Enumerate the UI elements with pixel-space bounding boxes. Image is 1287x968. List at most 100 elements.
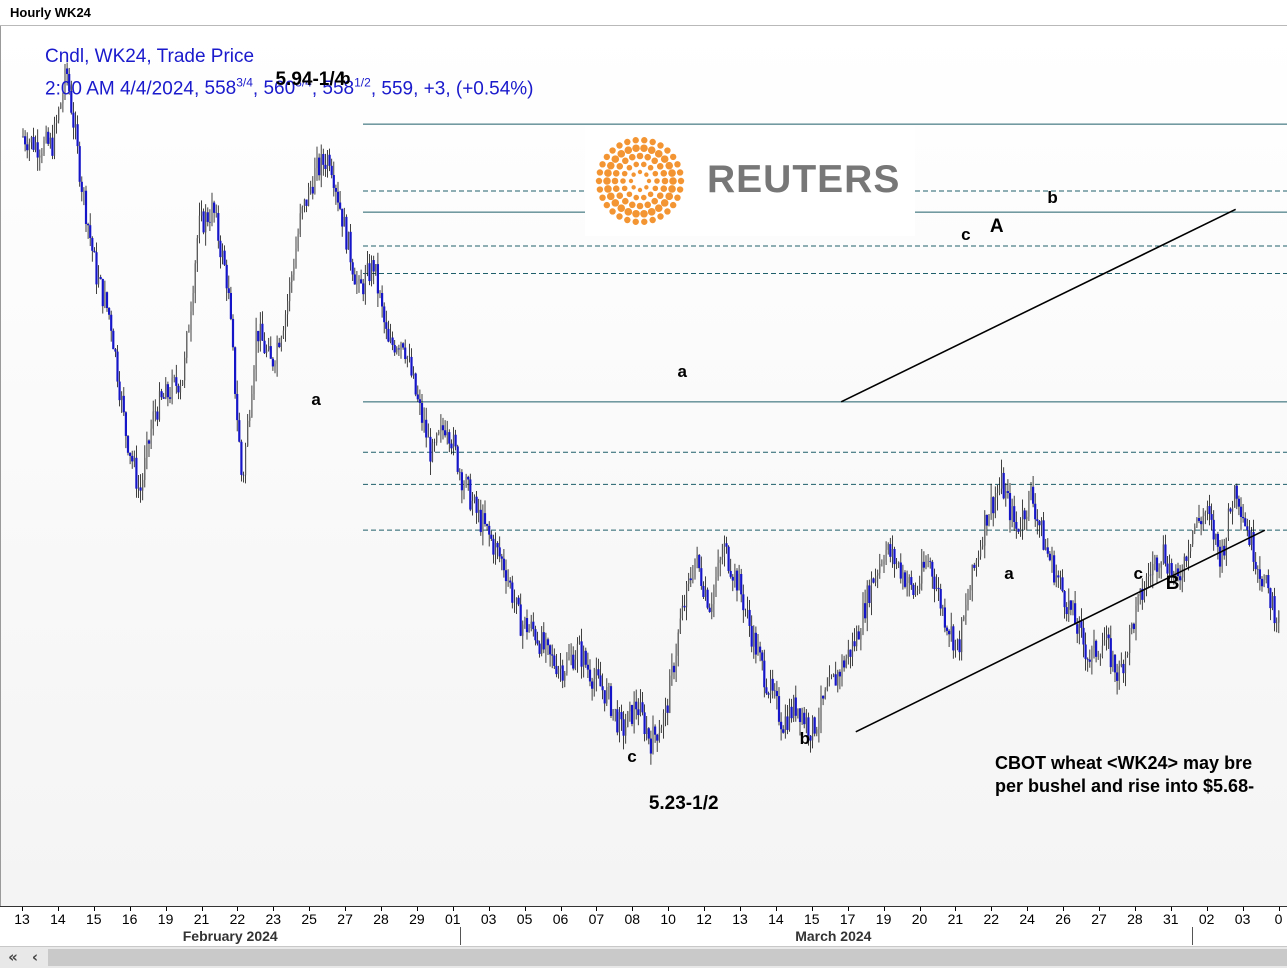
scroll-left-end-icon[interactable]: « (8, 948, 18, 966)
x-tick-label: 26 (1055, 911, 1071, 927)
x-tick-label: 20 (911, 911, 928, 927)
x-month-label: February 2024 (182, 928, 278, 944)
x-tick-mark (452, 907, 454, 911)
candles (21, 62, 1280, 765)
x-tick-label: 13 (14, 911, 30, 927)
x-tick-label: 05 (516, 911, 533, 927)
x-month-label: March 2024 (795, 928, 872, 944)
x-tick-mark (775, 907, 777, 911)
x-tick-label: 21 (193, 911, 210, 927)
month-separator (459, 927, 461, 945)
x-tick-label: 19 (875, 911, 892, 927)
x-tick-mark (1242, 907, 1244, 911)
x-tick-mark (488, 907, 490, 911)
x-tick-mark (919, 907, 921, 911)
x-tick-label: 27 (1091, 911, 1107, 927)
x-tick-label: 14 (768, 911, 784, 927)
x-tick-mark (847, 907, 849, 911)
x-tick-label: 03 (480, 911, 497, 927)
scroll-left-icon[interactable]: ‹ (31, 948, 39, 966)
annotation-line-2: per bushel and rise into $5.68- (995, 776, 1255, 796)
x-tick-label: 19 (157, 911, 174, 927)
x-tick-label: 28 (373, 911, 389, 927)
x-tick-label: 07 (588, 911, 605, 927)
legend-change-pct: (+0.54%) (455, 78, 534, 100)
x-tick-label: 01 (445, 911, 461, 927)
chart-area[interactable]: Cndl, WK24, Trade Price 2:00 AM 4/4/2024… (0, 26, 1287, 906)
x-tick-mark (93, 907, 95, 911)
reuters-wordmark: REUTERS (707, 158, 901, 201)
x-tick-label: 28 (1127, 911, 1143, 927)
x-tick-label: 22 (229, 911, 246, 927)
x-tick-label: 14 (50, 911, 66, 927)
x-tick-label: 29 (409, 911, 425, 927)
x-tick-mark (1278, 907, 1280, 911)
annotation-line-1: CBOT wheat <WK24> may bre (995, 753, 1253, 773)
legend-change: +3 (423, 78, 446, 100)
legend-low: 5581/2 (322, 76, 371, 100)
x-tick-mark (596, 907, 598, 911)
x-tick-label: 27 (337, 911, 353, 927)
wave-label-5: 5.23-1/2 (648, 793, 719, 815)
wave-label-4: c (627, 747, 637, 767)
horizontal-scrollbar[interactable]: « ‹ (0, 946, 1287, 968)
wave-label-10: a (1004, 564, 1014, 583)
x-tick-mark (237, 907, 239, 911)
x-tick-mark (1134, 907, 1136, 911)
x-tick-label: 08 (624, 911, 641, 927)
wave-label-8: A (989, 215, 1004, 237)
price-chart (21, 62, 1287, 765)
wave-label-7: c (961, 224, 971, 244)
legend-ohlc: 2:00 AM 4/4/2024, 5583/4, 5603/4, 5581/2… (45, 76, 534, 100)
x-tick-mark (1170, 907, 1172, 911)
x-tick-label: 23 (265, 911, 282, 927)
x-tick-mark (740, 907, 741, 911)
x-tick-label: 10 (660, 911, 676, 927)
x-tick-label: 06 (552, 911, 569, 927)
x-tick-mark (1099, 907, 1100, 911)
month-separator (1192, 927, 1194, 945)
x-tick-label: 17 (839, 911, 856, 927)
x-tick-mark (883, 907, 885, 911)
x-tick-mark (955, 907, 957, 911)
x-tick-label: 25 (301, 911, 317, 927)
x-tick-mark (704, 907, 706, 911)
x-tick-mark (524, 907, 526, 911)
reuters-sunburst-icon (595, 137, 685, 225)
x-tick-label: 13 (732, 911, 748, 927)
x-tick-mark (560, 907, 562, 911)
wave-label-12: B (1165, 573, 1180, 595)
legend-title: Cndl, WK24, Trade Price (45, 46, 255, 67)
chart-annotation: CBOT wheat <WK24> may bre per bushel and… (995, 752, 1287, 798)
wave-label-9: b (1047, 188, 1058, 208)
legend-high: 5603/4 (263, 76, 312, 100)
x-tick-mark (1206, 907, 1208, 911)
x-tick-mark (345, 907, 347, 911)
wave-label-3: a (677, 362, 688, 382)
x-tick-mark (1063, 907, 1065, 911)
price-legend: Cndl, WK24, Trade Price 2:00 AM 4/4/2024… (45, 44, 534, 102)
x-tick-label: 15 (804, 911, 820, 927)
scroll-thumb[interactable] (48, 949, 1287, 966)
x-tick-mark (1027, 907, 1029, 911)
x-tick-mark (22, 907, 23, 911)
window-title: Hourly WK24 (0, 0, 1287, 26)
x-tick-label: 21 (947, 911, 964, 927)
legend-time: 2:00 AM 4/4/2024 (45, 78, 194, 100)
x-tick-label: 02 (1198, 911, 1215, 927)
legend-open: 5583/4 (204, 76, 253, 100)
x-tick-mark (309, 907, 311, 911)
wave-label-1: b (340, 69, 351, 88)
wave-label-0: 5.94-1/4 (275, 69, 346, 90)
x-tick-mark (129, 907, 131, 911)
channel-line-lower (855, 529, 1266, 733)
x-tick-mark (273, 907, 275, 911)
x-tick-mark (991, 907, 993, 911)
x-tick-mark (668, 907, 670, 911)
x-tick-mark (201, 907, 203, 911)
x-tick-label: 0 (1274, 911, 1283, 927)
x-tick-label: 03 (1234, 911, 1251, 927)
x-tick-mark (381, 907, 382, 911)
x-tick-mark (416, 907, 418, 911)
x-tick-label: 31 (1163, 911, 1179, 927)
